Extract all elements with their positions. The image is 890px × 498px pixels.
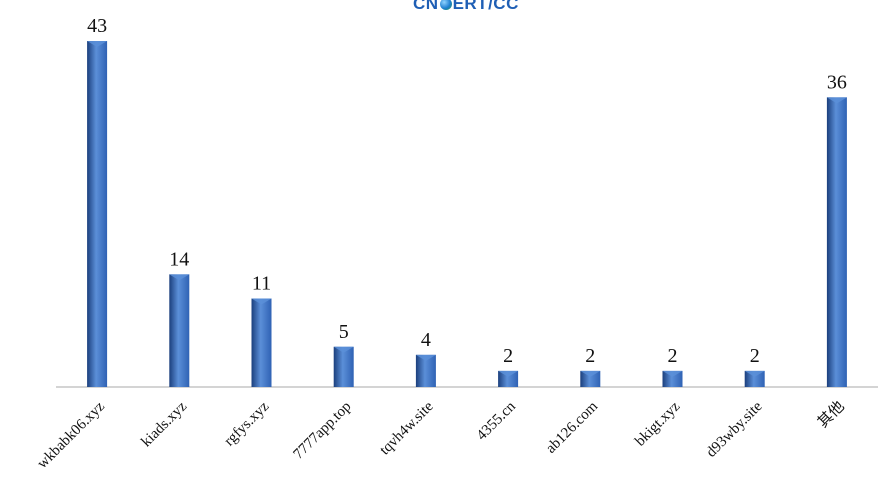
- bar-1: [169, 274, 190, 387]
- bar-6: [580, 370, 601, 387]
- data-label-4: 4: [421, 329, 431, 351]
- bar-cap-6: [580, 370, 601, 377]
- x-tick-label-2: rgfys.xyz: [221, 398, 272, 449]
- x-tick-label-0: wkbabk06.xyz: [34, 398, 108, 472]
- bar-4: [415, 354, 436, 387]
- x-tick-label-1: kiads.xyz: [138, 398, 190, 450]
- bar-cap-3: [333, 346, 354, 353]
- bar-cap-8: [744, 370, 765, 377]
- bar-cap-9: [826, 97, 847, 104]
- logo-text-left: CN: [413, 0, 439, 13]
- x-tick-label-6: ab126.com: [543, 398, 601, 456]
- bar-5: [498, 370, 519, 387]
- data-label-6: 2: [585, 345, 595, 367]
- bar-cap-7: [662, 370, 683, 377]
- x-tick-label-4: tqvh4w.site: [377, 398, 437, 458]
- data-label-8: 2: [750, 345, 760, 367]
- bar-7: [662, 370, 683, 387]
- x-tick-label-9: 其他: [814, 398, 847, 431]
- data-label-3: 5: [339, 321, 349, 343]
- x-tick-label-7: bkigt.xyz: [632, 398, 683, 449]
- x-tick-label-8: d93wby.site: [703, 398, 765, 460]
- globe-icon: [439, 0, 452, 10]
- bar-cap-4: [415, 354, 436, 361]
- bar-cap-2: [251, 298, 272, 305]
- data-label-0: 43: [87, 15, 107, 37]
- bar-cap-0: [87, 41, 108, 47]
- cncert-logo: CN ERT/CC: [413, 0, 519, 14]
- data-label-9: 36: [827, 71, 847, 93]
- data-label-1: 14: [169, 248, 189, 270]
- bar-0: [87, 41, 108, 387]
- bar-8: [744, 370, 765, 387]
- logo-text-right: ERT/CC: [452, 0, 519, 13]
- x-tick-label-3: 7777app.top: [290, 399, 354, 463]
- bar-3: [333, 346, 354, 387]
- x-tick-label-5: 4355.cn: [474, 398, 520, 444]
- data-label-5: 2: [503, 345, 513, 367]
- bar-2: [251, 298, 272, 387]
- bar-cap-5: [498, 370, 519, 377]
- data-label-2: 11: [252, 272, 271, 294]
- bar-cap-1: [169, 274, 190, 281]
- bar-9: [826, 97, 847, 387]
- data-label-7: 2: [668, 345, 678, 367]
